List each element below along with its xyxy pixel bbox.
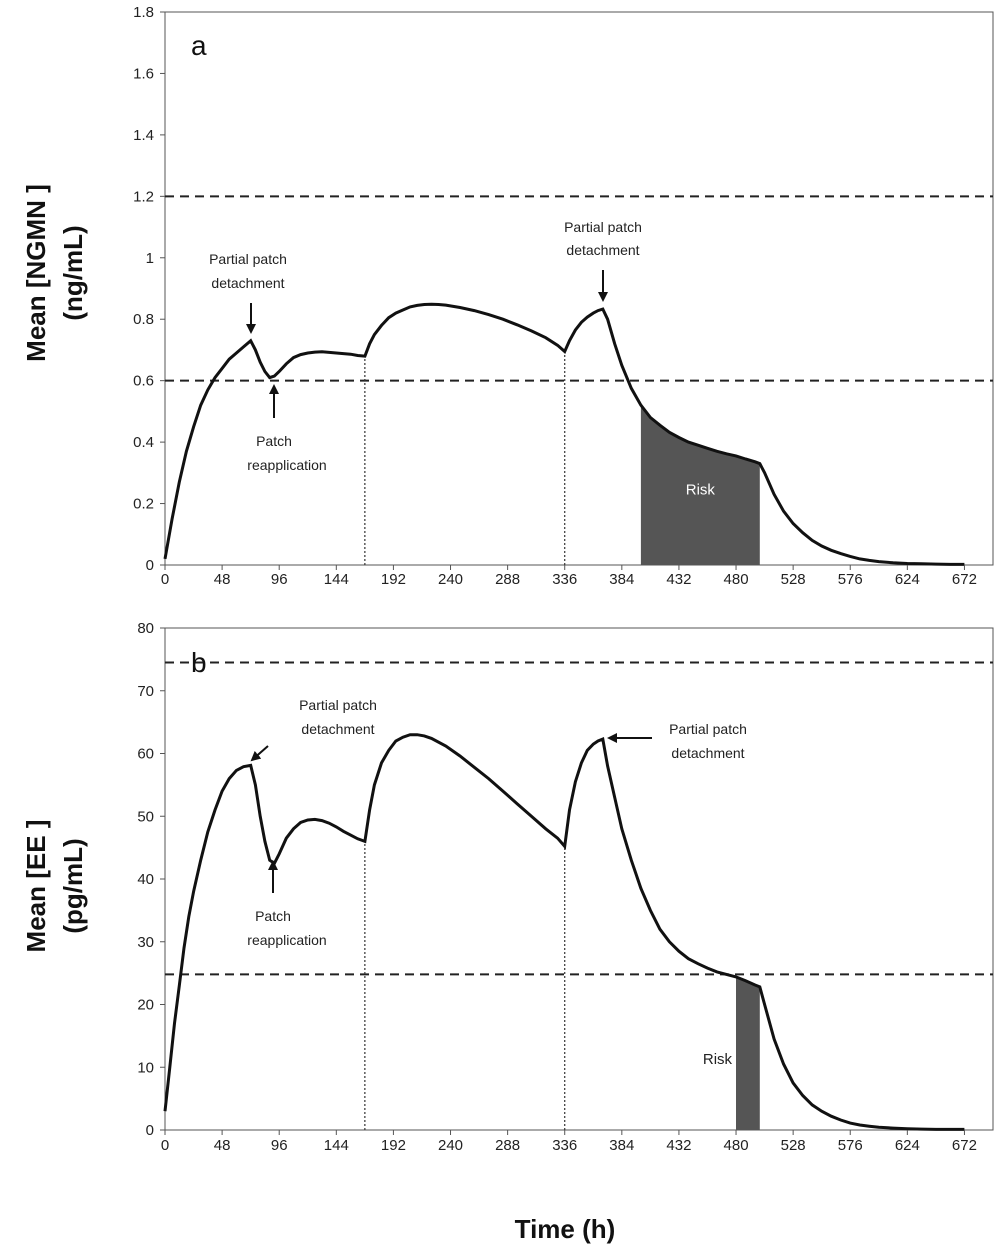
x-tick-label: 432 bbox=[666, 1137, 691, 1154]
x-tick-label: 384 bbox=[609, 1137, 634, 1154]
x-tick-label: 0 bbox=[161, 571, 169, 588]
annotation-label-line1: Partial patch bbox=[564, 219, 642, 235]
x-tick-label: 144 bbox=[324, 1137, 349, 1154]
panel-b-ylabel-line2: (pg/mL) bbox=[58, 838, 88, 933]
panel-b-letter: b bbox=[191, 647, 207, 678]
y-tick-label: 1.6 bbox=[133, 65, 154, 82]
panel-a-risk-region bbox=[640, 405, 760, 565]
x-tick-label: 288 bbox=[495, 1137, 520, 1154]
annotation-label-line2: reapplication bbox=[247, 457, 326, 473]
y-tick-label: 1 bbox=[146, 250, 154, 267]
panel-b-ee-curve bbox=[163, 733, 965, 1131]
annotation-label-line2: detachment bbox=[211, 275, 284, 291]
y-tick-label: 0 bbox=[146, 1122, 154, 1139]
panel-a: 0 0.2 0.4 0.6 0.8 1 1.2 1.4 1.6 1.8 0 48 96 144 192 24… bbox=[21, 4, 994, 588]
panel-a-ylabel-line1: Mean [NGMN ] bbox=[21, 184, 51, 362]
x-tick-label: 384 bbox=[609, 571, 634, 588]
x-tick-label: 96 bbox=[271, 1137, 288, 1154]
annotation-label-line2: detachment bbox=[301, 721, 374, 737]
x-tick-label: 672 bbox=[952, 1137, 977, 1154]
y-tick-label: 0.2 bbox=[133, 496, 154, 513]
panel-a-y-ticks: 0 0.2 0.4 0.6 0.8 1 1.2 1.4 1.6 1.8 bbox=[133, 4, 165, 574]
x-tick-label: 48 bbox=[214, 1137, 231, 1154]
y-tick-label: 0.4 bbox=[133, 434, 154, 451]
panel-b-x-ticks: 0 48 96 144 192 240 288 336 384 432 480 528 576 624 67… bbox=[161, 1130, 977, 1154]
x-tick-label: 0 bbox=[161, 1137, 169, 1154]
x-axis-label: Time (h) bbox=[515, 1214, 616, 1244]
y-tick-label: 80 bbox=[137, 620, 154, 637]
x-tick-label: 480 bbox=[724, 1137, 749, 1154]
panel-a-x-ticks: 0 48 96 144 192 240 288 336 384 432 480 528 576 624 67… bbox=[161, 565, 977, 588]
annotation-label-line1: Partial patch bbox=[299, 697, 377, 713]
panel-a-reference-lines bbox=[165, 195, 993, 382]
x-tick-label: 576 bbox=[838, 571, 863, 588]
x-tick-label: 192 bbox=[381, 571, 406, 588]
annotation-label-line2: detachment bbox=[671, 745, 744, 761]
x-tick-label: 240 bbox=[438, 571, 463, 588]
x-tick-label: 336 bbox=[552, 571, 577, 588]
x-tick-label: 48 bbox=[214, 571, 231, 588]
panel-b-annotations: Partial patch detachment Patch reapplicatio… bbox=[247, 697, 747, 948]
panel-a-annotations: Partial patch detachment Patch reapplicatio… bbox=[209, 219, 642, 473]
x-tick-label: 288 bbox=[495, 571, 520, 588]
panel-a-risk-area bbox=[640, 405, 760, 565]
annotation-label-line1: Partial patch bbox=[669, 721, 747, 737]
x-tick-label: 528 bbox=[781, 1137, 806, 1154]
y-tick-label: 0.6 bbox=[133, 373, 154, 390]
y-tick-label: 20 bbox=[137, 997, 154, 1014]
x-tick-label: 144 bbox=[324, 571, 349, 588]
y-tick-label: 0.8 bbox=[133, 311, 154, 328]
panel-b-risk-region bbox=[736, 976, 760, 1130]
x-tick-label: 336 bbox=[552, 1137, 577, 1154]
panel-a-ngmn-curve bbox=[163, 302, 965, 566]
annotation-label-line1: Partial patch bbox=[209, 251, 287, 267]
x-tick-label: 432 bbox=[666, 571, 691, 588]
y-tick-label: 40 bbox=[137, 871, 154, 888]
y-tick-label: 60 bbox=[137, 746, 154, 763]
y-tick-label: 1.8 bbox=[133, 4, 154, 21]
x-tick-label: 624 bbox=[895, 571, 920, 588]
panel-a-plot-frame bbox=[164, 11, 994, 566]
panel-a-ylabel-line2: (ng/mL) bbox=[58, 225, 88, 320]
x-tick-label: 624 bbox=[895, 1137, 920, 1154]
annotation-label-line2: detachment bbox=[566, 242, 639, 258]
x-tick-label: 96 bbox=[271, 571, 288, 588]
panel-b-plot-frame bbox=[164, 627, 994, 1131]
y-tick-label: 50 bbox=[137, 808, 154, 825]
x-tick-label: 240 bbox=[438, 1137, 463, 1154]
panel-b: 0 10 20 30 40 50 60 70 80 0 48 96 144 192 240 288 336 38… bbox=[21, 620, 994, 1154]
panel-b-y-ticks: 0 10 20 30 40 50 60 70 80 bbox=[137, 620, 165, 1139]
x-tick-label: 192 bbox=[381, 1137, 406, 1154]
y-tick-label: 0 bbox=[146, 557, 154, 574]
panel-a-patch-change-lines bbox=[364, 351, 566, 565]
annotation-label-line1: Patch bbox=[256, 433, 292, 449]
panel-a-letter: a bbox=[191, 30, 207, 61]
x-tick-label: 480 bbox=[724, 571, 749, 588]
x-tick-label: 576 bbox=[838, 1137, 863, 1154]
annotation-label-line2: reapplication bbox=[247, 932, 326, 948]
annotation-label-line1: Patch bbox=[255, 908, 291, 924]
x-tick-label: 672 bbox=[952, 571, 977, 588]
x-tick-label: 528 bbox=[781, 571, 806, 588]
panel-b-risk-label: Risk bbox=[703, 1051, 733, 1068]
panel-a-risk-label: Risk bbox=[686, 481, 716, 498]
panel-b-ylabel-line1: Mean [EE ] bbox=[21, 820, 51, 953]
panel-b-reference-lines bbox=[165, 661, 993, 976]
y-tick-label: 70 bbox=[137, 683, 154, 700]
panel-b-patch-change-lines bbox=[364, 841, 566, 1130]
annotation-arrow bbox=[250, 745, 269, 762]
y-tick-label: 30 bbox=[137, 934, 154, 951]
y-tick-label: 1.2 bbox=[133, 188, 154, 205]
panel-b-risk-area bbox=[736, 976, 760, 1130]
y-tick-label: 10 bbox=[137, 1059, 154, 1076]
y-tick-label: 1.4 bbox=[133, 127, 154, 144]
